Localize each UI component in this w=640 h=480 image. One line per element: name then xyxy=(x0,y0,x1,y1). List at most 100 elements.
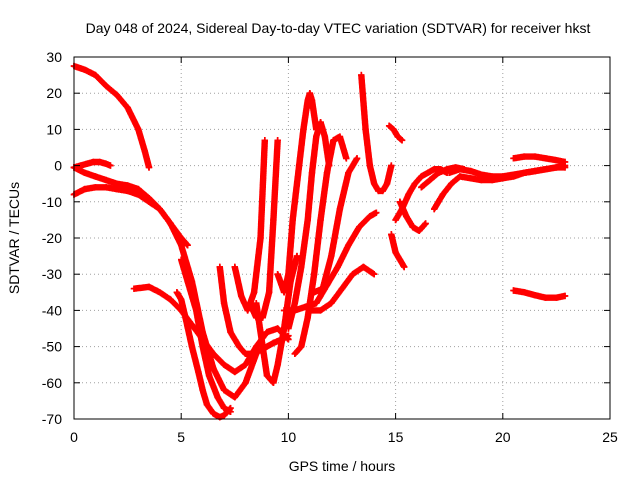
data-point xyxy=(244,307,251,314)
data-point xyxy=(345,169,352,177)
data-point xyxy=(317,307,324,314)
y-tick-label: -10 xyxy=(42,194,62,210)
data-point xyxy=(270,216,277,224)
series-arc-i xyxy=(231,137,269,314)
series-arc-f xyxy=(173,289,234,421)
data-point xyxy=(542,294,549,301)
data-point xyxy=(328,299,335,307)
y-tick-label: -50 xyxy=(42,339,62,355)
series-marks xyxy=(358,71,395,195)
data-point xyxy=(398,137,406,144)
data-point xyxy=(253,299,260,307)
data-point xyxy=(353,155,361,162)
data-point xyxy=(203,401,211,408)
data-point xyxy=(394,133,401,140)
data-point xyxy=(366,213,374,220)
data-point xyxy=(220,361,228,368)
data-point xyxy=(373,209,380,216)
data-point xyxy=(385,122,393,129)
data-point xyxy=(349,271,356,278)
data-point xyxy=(360,263,367,271)
data-point xyxy=(289,216,296,224)
data-point xyxy=(298,343,305,350)
data-point xyxy=(293,252,301,260)
data-point xyxy=(227,408,234,415)
data-point xyxy=(396,198,404,205)
data-point xyxy=(210,410,217,417)
data-point xyxy=(274,271,281,278)
data-point xyxy=(388,231,395,238)
data-point xyxy=(521,169,528,177)
data-point xyxy=(130,285,138,292)
data-point xyxy=(370,271,378,278)
data-point xyxy=(107,162,114,169)
data-point xyxy=(291,299,299,307)
data-point xyxy=(362,126,369,133)
data-point xyxy=(135,126,142,133)
data-point xyxy=(280,289,288,296)
data-point xyxy=(330,137,337,144)
data-point xyxy=(156,289,163,296)
data-point xyxy=(184,278,191,285)
data-point xyxy=(231,263,238,271)
data-point xyxy=(308,97,316,104)
data-point xyxy=(285,271,292,278)
data-point xyxy=(173,289,181,296)
data-point xyxy=(113,91,121,99)
data-point xyxy=(306,307,314,314)
series-marks xyxy=(70,184,191,249)
data-point xyxy=(145,164,153,171)
y-tick-label: -20 xyxy=(42,230,62,246)
data-point xyxy=(238,292,245,300)
data-point xyxy=(231,394,238,401)
data-point xyxy=(220,299,228,307)
data-point xyxy=(285,325,292,332)
data-point xyxy=(521,289,528,296)
data-point xyxy=(270,379,277,386)
data-point xyxy=(242,350,249,358)
series-arc-s xyxy=(385,122,406,144)
data-point xyxy=(188,343,196,350)
data-point xyxy=(263,372,271,379)
data-point xyxy=(265,289,273,296)
data-point xyxy=(102,176,110,184)
data-point xyxy=(390,126,397,133)
data-point xyxy=(124,182,131,189)
data-point xyxy=(456,173,464,180)
data-point xyxy=(430,205,438,213)
data-point xyxy=(216,263,223,271)
data-point xyxy=(446,169,453,177)
data-point xyxy=(246,299,254,307)
data-point xyxy=(510,287,517,294)
data-point xyxy=(553,164,560,171)
data-point xyxy=(435,169,442,177)
data-point xyxy=(178,256,185,263)
data-point xyxy=(274,361,281,368)
axis-ticks xyxy=(73,56,611,420)
data-point xyxy=(261,137,269,144)
data-point xyxy=(499,173,506,180)
series-arc-n xyxy=(291,133,350,358)
data-point xyxy=(379,187,386,195)
data-point xyxy=(167,220,174,227)
data-point xyxy=(298,263,305,271)
data-point xyxy=(310,289,318,296)
data-point xyxy=(403,213,410,220)
data-point xyxy=(156,205,163,213)
x-tick-label: 20 xyxy=(495,429,511,445)
data-point xyxy=(422,220,429,227)
data-point xyxy=(542,166,549,173)
data-point xyxy=(199,386,206,394)
data-point xyxy=(210,365,217,372)
series-arc-k xyxy=(253,252,301,386)
data-point xyxy=(231,368,238,376)
series-arc-aa xyxy=(510,287,569,301)
data-point xyxy=(81,185,88,193)
data-point xyxy=(220,386,228,394)
x-tick-label: 0 xyxy=(70,429,78,445)
data-point xyxy=(317,216,324,224)
data-marks xyxy=(70,62,569,421)
data-point xyxy=(295,162,303,169)
series-marks xyxy=(510,153,569,166)
